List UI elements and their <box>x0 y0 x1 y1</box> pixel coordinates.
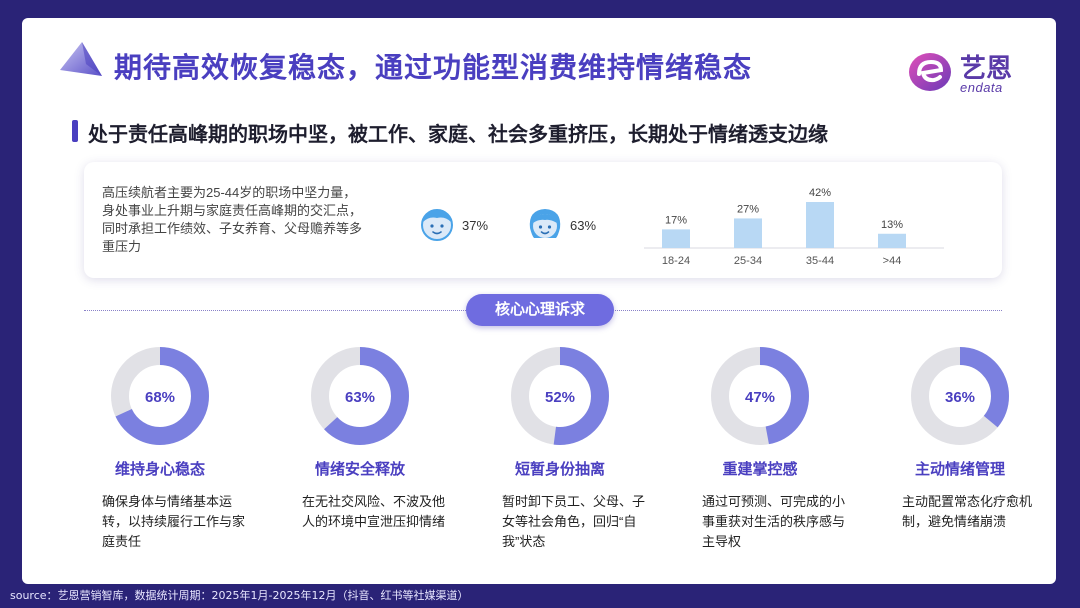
endata-logo-icon <box>909 53 951 91</box>
bar-value-label: 13% <box>881 219 903 231</box>
need-title: 维持身心稳态 <box>114 461 205 478</box>
logo-text: 艺恩 <box>960 53 1013 83</box>
page-title: 期待高效恢复稳态，通过功能型消费维持情绪稳态 <box>114 52 753 83</box>
need-description: 确保身体与情绪基本运转，以持续履行工作与家庭责任 <box>102 494 246 549</box>
need-description: 通过可预测、可完成的小事重获对生活的秩序感与主导权 <box>702 494 846 549</box>
need-title: 重建掌控感 <box>722 461 798 478</box>
x-tick-label: 25-34 <box>734 255 762 267</box>
donut-arc <box>711 347 809 445</box>
male-percentage: 37% <box>462 218 489 233</box>
donut-arc <box>511 347 609 445</box>
need-item: 68% 维持身心稳态确保身体与情绪基本运转，以持续履行工作与家庭责任 <box>60 346 260 566</box>
donut-arc <box>111 347 209 445</box>
donut-label: 36% <box>945 389 975 406</box>
core-needs-badge: 核心心理诉求 <box>466 294 614 326</box>
bar-25-34 <box>734 218 762 248</box>
donut-chart: 68% <box>111 347 209 445</box>
x-tick-label: 18-24 <box>662 255 690 267</box>
brand-logo: 艺恩 endata <box>906 46 1036 102</box>
x-tick-label: 35-44 <box>806 255 834 267</box>
donut-chart: 47% <box>711 347 809 445</box>
male-face-icon <box>421 209 453 241</box>
bar-value-label: 42% <box>809 187 831 199</box>
donut-label: 68% <box>145 389 175 406</box>
female-percentage: 63% <box>570 218 597 233</box>
age-bar-chart: 17% 18-24 27% 25-34 42% 35-44 13% >44 <box>644 187 944 267</box>
section-subtitle: 处于责任高峰期的职场中坚，被工作、家庭、社会多重挤压，长期处于情绪透支边缘 <box>88 124 828 146</box>
donut-label: 47% <box>745 389 775 406</box>
need-description: 暂时卸下员工、父母、子女等社会角色，回归“自我”状态 <box>502 494 646 549</box>
donut-label: 52% <box>545 389 575 406</box>
donut-arc <box>311 347 409 445</box>
donut-label: 63% <box>345 389 375 406</box>
need-title: 情绪安全释放 <box>314 461 405 478</box>
need-item: 36% 主动情绪管理主动配置常态化疗愈机制，避免情绪崩溃 <box>860 346 1056 566</box>
need-description: 在无社交风险、不波及他人的环境中宣泄压抑情绪 <box>302 494 446 529</box>
source-footnote: source：艺恩营销智库，数据统计周期：2025年1月-2025年12月（抖音… <box>10 589 469 602</box>
audience-description: 高压续航者主要为25-44岁的职场中坚力量，身处事业上升期与家庭责任高峰期的交汇… <box>102 185 363 254</box>
need-item: 63% 情绪安全释放在无社交风险、不波及他人的环境中宣泄压抑情绪 <box>260 346 460 566</box>
bar-value-label: 17% <box>665 214 687 226</box>
bar-value-label: 27% <box>737 203 759 215</box>
need-title: 短暂身份抽离 <box>514 461 605 478</box>
female-face-icon <box>529 209 561 238</box>
subtitle-accent-bar <box>72 120 78 142</box>
donut-chart: 63% <box>311 347 409 445</box>
need-description: 主动配置常态化疗愈机制，避免情绪崩溃 <box>902 494 1033 529</box>
bar-35-44 <box>806 202 834 248</box>
title-triangle-icon <box>60 42 102 76</box>
slide-frame: 期待高效恢复稳态，通过功能型消费维持情绪稳态 艺恩 endata 处于责任高峰期… <box>22 18 1056 584</box>
audience-info-card: 高压续航者主要为25-44岁的职场中坚力量，身处事业上升期与家庭责任高峰期的交汇… <box>84 162 1002 278</box>
need-title: 主动情绪管理 <box>914 461 1005 478</box>
need-item: 47% 重建掌控感通过可预测、可完成的小事重获对生活的秩序感与主导权 <box>660 346 860 566</box>
bar-18-24 <box>662 229 690 248</box>
logo-subtext: endata <box>960 80 1003 95</box>
donut-arc <box>911 347 1009 445</box>
donut-chart: 36% <box>911 347 1009 445</box>
need-item: 52% 短暂身份抽离暂时卸下员工、父母、子女等社会角色，回归“自我”状态 <box>460 346 660 566</box>
bar->44 <box>878 233 906 248</box>
donut-chart: 52% <box>511 347 609 445</box>
x-tick-label: >44 <box>883 255 902 267</box>
